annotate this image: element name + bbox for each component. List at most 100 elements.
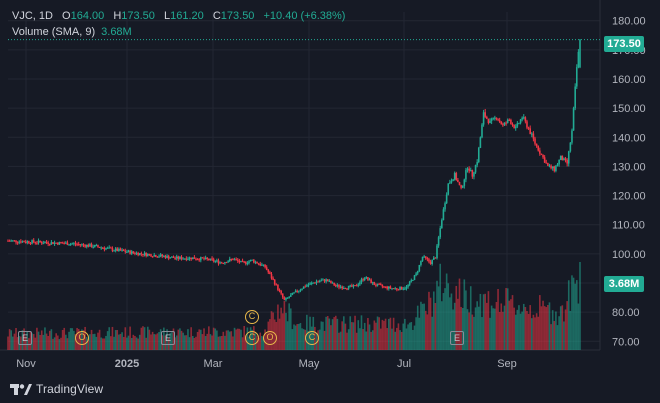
candle-body [182,258,184,260]
candle-body [138,253,141,256]
volume-bar [510,299,512,350]
candle-body [426,258,429,260]
volume-bar [500,303,503,350]
volume-bar [134,335,136,350]
volume-bar [172,328,175,350]
candle-body [564,158,567,160]
candle-body [558,159,560,165]
candle-body [285,297,287,300]
volume-bar [179,328,181,350]
candle-body [188,257,191,259]
volume-bar [288,303,290,350]
volume-bar [111,326,114,350]
candle-body [122,249,125,251]
candle-body [10,240,13,242]
volume-bar [20,336,22,350]
candle-body [559,155,562,160]
volume-bar [394,331,397,350]
candle-body [233,259,236,261]
candle-body [127,250,130,252]
x-tick-label: Sep [497,358,517,370]
candle-body [519,119,522,124]
candle-body [47,242,49,244]
volume-bar [98,329,101,350]
volume-bar [558,316,560,350]
volume-bar [148,329,151,350]
volume-bar [180,330,183,350]
volume-bar [550,324,552,350]
volume-bar [373,320,376,350]
volume-bar [561,305,564,350]
candle-body [236,259,239,261]
event-marker-e[interactable]: E [161,331,175,345]
volume-bar [270,311,273,350]
volume-value: 3.68M [101,26,132,38]
event-marker-o[interactable]: O [75,331,89,345]
volume-bar [236,328,239,350]
candle-body [428,259,430,262]
volume-bar [230,331,233,350]
event-marker-e[interactable]: E [18,331,32,345]
volume-bar [410,322,413,350]
candle-body [379,284,382,286]
tradingview-branding[interactable]: TradingView [10,380,103,398]
candle-body [126,251,128,253]
volume-bar [359,328,361,350]
candle-body [53,242,56,244]
event-marker-c[interactable]: C [245,331,259,345]
volume-bar [346,332,348,350]
volume-bar [553,321,556,350]
volume-bar [399,330,401,350]
volume-label: Volume (SMA, 9) [12,26,96,38]
event-marker-o[interactable]: O [263,331,277,345]
candle-body [333,282,335,286]
volume-bar [145,337,147,350]
candle-body [209,258,212,261]
candle-body [7,240,9,242]
candle-body [354,285,356,287]
candle-body [375,285,377,287]
y-tick-label: 110.00 [612,220,645,232]
candle-body [272,278,274,280]
candle-body [318,281,321,283]
volume-bar [278,318,281,350]
candle-body [222,263,225,265]
volume-bar [114,330,117,350]
event-marker-e[interactable]: E [450,331,464,345]
volume-bar [420,301,422,350]
event-marker-c[interactable]: C [245,310,259,324]
candle-body [77,244,80,246]
candle-body [286,297,289,299]
volume-bar [281,313,284,350]
candle-body [148,254,151,256]
volume-bar [187,329,189,350]
candle-body [469,170,472,172]
candle-body [90,244,93,248]
candle-body [511,124,514,126]
event-marker-c[interactable]: C [305,331,319,345]
candle-body [208,258,210,261]
volume-bar [155,334,157,350]
volume-bar [323,330,326,350]
candle-body [386,286,388,289]
candle-body [537,145,540,151]
volume-bar [257,337,260,350]
volume-bar [18,336,21,350]
volume-bar [150,334,152,350]
volume-bar [12,336,14,350]
volume-bar [190,327,192,350]
volume-bar [122,336,125,350]
candle-body [373,282,376,286]
candle-body [158,256,160,258]
volume-bar [431,316,433,350]
candle-body [402,288,405,290]
volume-bar [47,335,49,350]
volume-bar [460,306,462,350]
volume-bar [334,315,337,350]
candle-body [346,288,348,290]
candle-body [200,257,202,261]
candle-body [540,153,543,155]
volume-bar [217,336,220,350]
